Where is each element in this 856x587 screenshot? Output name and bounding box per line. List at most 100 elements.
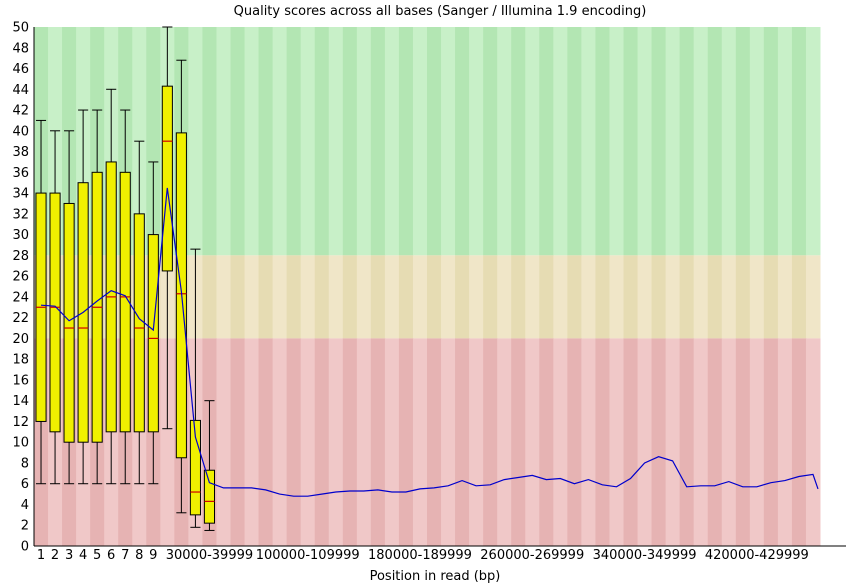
y-tick-label: 16 xyxy=(12,373,29,388)
band-good-stripe xyxy=(525,27,540,256)
band-reasonable-stripe xyxy=(483,255,498,339)
x-tick-label: 4 xyxy=(79,548,87,563)
band-good-stripe xyxy=(497,27,512,256)
band-poor-stripe xyxy=(553,338,568,546)
band-reasonable-stripe xyxy=(286,255,302,339)
band-good-stripe xyxy=(328,27,344,256)
y-tick-label: 38 xyxy=(12,145,29,160)
band-poor-stripe xyxy=(525,338,540,546)
box-iqr xyxy=(63,202,75,443)
y-tick-label: 36 xyxy=(12,166,29,181)
band-poor-stripe xyxy=(342,338,358,546)
band-good-stripe xyxy=(356,27,372,256)
band-reasonable-stripe xyxy=(342,255,358,339)
band-reasonable-stripe xyxy=(791,255,807,339)
band-poor-stripe xyxy=(469,338,484,546)
x-axis-ticks: 1 2 3 4 5 6 7 8 9 30000-39999 100000-109999 180000-… xyxy=(37,548,809,563)
band-poor-stripe xyxy=(623,338,639,546)
band-reasonable-stripe xyxy=(721,255,737,339)
band-poor-stripe xyxy=(609,338,624,546)
band-reasonable-stripe xyxy=(623,255,639,339)
band-good-stripe xyxy=(763,27,779,256)
band-reasonable-stripe xyxy=(314,255,330,339)
band-poor-stripe xyxy=(679,338,695,546)
band-good-stripe xyxy=(398,27,414,256)
band-good-stripe xyxy=(314,27,330,256)
y-tick-label: 34 xyxy=(12,187,29,202)
box-iqr xyxy=(133,213,145,433)
y-tick-label: 24 xyxy=(12,290,29,305)
band-good-stripe xyxy=(427,27,442,256)
box-plot xyxy=(189,248,201,528)
y-tick-label: 32 xyxy=(12,207,29,222)
band-reasonable-stripe xyxy=(665,255,681,339)
band-poor-stripe xyxy=(539,338,554,546)
band-reasonable-stripe xyxy=(230,255,246,339)
y-tick-label: 20 xyxy=(12,332,29,347)
band-good-stripe xyxy=(665,27,681,256)
y-tick-label: 26 xyxy=(12,270,29,285)
band-poor-stripe xyxy=(160,338,175,546)
band-poor-stripe xyxy=(777,338,793,546)
band-good-stripe xyxy=(707,27,723,256)
band-poor-stripe xyxy=(314,338,330,546)
band-reasonable-stripe xyxy=(749,255,765,339)
y-tick-label: 6 xyxy=(21,477,29,492)
axes xyxy=(33,27,846,547)
band-good-stripe xyxy=(370,27,386,256)
band-good-stripe xyxy=(749,27,765,256)
y-tick-label: 44 xyxy=(12,83,29,98)
x-tick-label: 30000-39999 xyxy=(166,548,253,563)
band-good-stripe xyxy=(216,27,231,256)
band-reasonable-stripe xyxy=(777,255,793,339)
band-reasonable-stripe xyxy=(637,255,653,339)
band-good-stripe xyxy=(567,27,582,256)
mean-quality-line xyxy=(40,187,819,497)
band-good-stripe xyxy=(553,27,568,256)
band-poor-stripe xyxy=(749,338,765,546)
band-good-stripe xyxy=(441,27,456,256)
band-poor-stripe xyxy=(398,338,414,546)
band-reasonable-stripe xyxy=(216,255,231,339)
band-reasonable-stripe xyxy=(553,255,568,339)
band-reasonable-stripe xyxy=(581,255,596,339)
y-tick-label: 14 xyxy=(12,394,29,409)
band-poor-stripe xyxy=(328,338,344,546)
y-tick-label: 48 xyxy=(12,41,29,56)
y-tick-label: 42 xyxy=(12,104,29,119)
box-plot xyxy=(119,109,131,485)
band-reasonable-stripe xyxy=(441,255,456,339)
band-good-stripe xyxy=(721,27,737,256)
x-tick-label: 8 xyxy=(135,548,143,563)
band-good-stripe xyxy=(777,27,793,256)
band-good-stripe xyxy=(623,27,639,256)
band-reasonable-stripe xyxy=(272,255,288,339)
band-reasonable-stripe xyxy=(398,255,414,339)
x-tick-label: 9 xyxy=(149,548,157,563)
band-poor-stripe xyxy=(763,338,779,546)
band-poor-stripe xyxy=(707,338,723,546)
band-reasonable-stripe xyxy=(370,255,386,339)
band-good-stripe xyxy=(581,27,596,256)
band-reasonable-stripe xyxy=(567,255,582,339)
x-tick-label: 5 xyxy=(93,548,101,563)
band-poor-stripe xyxy=(483,338,498,546)
band-poor-stripe xyxy=(693,338,709,546)
band-poor-stripe xyxy=(356,338,372,546)
y-tick-label: 30 xyxy=(12,228,29,243)
band-good-stripe xyxy=(693,27,709,256)
band-reasonable-stripe xyxy=(693,255,709,339)
band-reasonable-stripe xyxy=(763,255,779,339)
box-plot xyxy=(147,161,159,485)
box-plot xyxy=(49,130,61,485)
y-tick-label: 10 xyxy=(12,436,29,451)
band-poor-stripe xyxy=(412,338,428,546)
band-good-stripe xyxy=(469,27,484,256)
x-tick-label: 1 xyxy=(37,548,45,563)
band-poor-stripe xyxy=(497,338,512,546)
box-plot xyxy=(91,109,103,485)
band-good-stripe xyxy=(637,27,653,256)
band-good-stripe xyxy=(300,27,316,256)
x-tick-label: 3 xyxy=(65,548,73,563)
band-reasonable-stripe xyxy=(595,255,610,339)
